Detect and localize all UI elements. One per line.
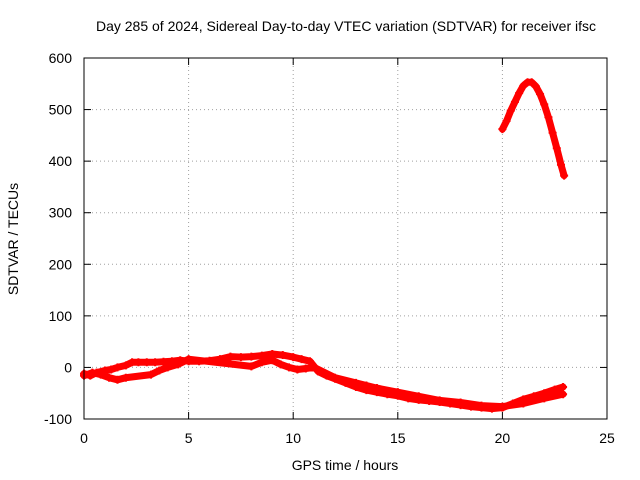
data-point	[456, 398, 465, 407]
data-point	[257, 351, 266, 360]
data-point	[121, 373, 130, 382]
data-point	[142, 358, 151, 367]
data-point	[560, 171, 569, 180]
data-point	[331, 373, 340, 382]
data-point	[510, 97, 519, 106]
x-tick-label: 5	[185, 430, 193, 446]
data-point	[559, 383, 568, 392]
data-point	[88, 368, 97, 377]
data-point	[151, 358, 160, 367]
data-point	[556, 160, 565, 169]
data-point	[301, 364, 310, 373]
data-point	[113, 375, 122, 384]
data-point	[247, 362, 256, 371]
data-point	[372, 384, 381, 393]
data-point	[477, 401, 486, 410]
data-point	[105, 373, 114, 382]
data-point	[540, 100, 549, 109]
data-point	[236, 353, 245, 362]
y-tick-label: 500	[49, 102, 73, 118]
y-tick-label: 400	[49, 153, 73, 169]
y-tick-label: 600	[49, 50, 73, 66]
x-tick-label: 0	[80, 430, 88, 446]
series-trace	[80, 355, 567, 411]
data-point	[435, 396, 444, 405]
y-tick-label: -100	[44, 411, 72, 427]
x-tick-label: 20	[495, 430, 511, 446]
data-point	[113, 363, 122, 372]
data-point	[297, 355, 306, 364]
data-point	[285, 363, 294, 372]
x-tick-label: 15	[390, 430, 406, 446]
data-point	[506, 106, 515, 115]
series-3	[498, 78, 569, 180]
y-tick-label: 100	[49, 308, 73, 324]
data-point	[536, 90, 545, 99]
data-point	[393, 388, 402, 397]
data-point	[276, 360, 285, 369]
y-tick-label: 200	[49, 256, 73, 272]
data-point	[96, 370, 105, 379]
data-point	[559, 390, 568, 399]
data-point	[540, 394, 549, 403]
data-point	[552, 144, 561, 153]
y-tick-label: 0	[64, 359, 72, 375]
data-point	[515, 89, 524, 98]
data-point	[362, 381, 371, 390]
data-point	[544, 113, 553, 122]
data-point	[289, 353, 298, 362]
plot-frame	[83, 57, 608, 420]
data-point	[278, 351, 287, 360]
data-point	[174, 360, 183, 369]
x-tick-label: 25	[599, 430, 615, 446]
series-trace	[498, 78, 568, 180]
data-point	[548, 128, 557, 137]
data-point	[247, 352, 256, 361]
y-tick-label: 300	[49, 205, 73, 221]
data-point	[351, 378, 360, 387]
chart-title: Day 285 of 2024, Sidereal Day-to-day VTE…	[96, 18, 596, 34]
data-point	[498, 402, 507, 411]
data-point	[519, 81, 528, 90]
series-2	[80, 355, 568, 411]
data-point	[184, 355, 193, 364]
data-point	[155, 366, 164, 375]
data-point	[268, 356, 277, 365]
data-point	[498, 125, 507, 134]
data-point	[121, 361, 130, 370]
y-axis-title: SDTVAR / TECUs	[5, 183, 21, 295]
data-point	[502, 116, 511, 125]
data-point	[226, 352, 235, 361]
data-point	[305, 357, 314, 366]
data-point	[550, 385, 559, 394]
x-tick-label: 10	[285, 430, 301, 446]
data-point	[159, 357, 168, 366]
data-point	[519, 399, 528, 408]
data-point	[414, 392, 423, 401]
data-point	[293, 365, 302, 374]
data-point	[257, 358, 266, 367]
axis-ticks: 0 5 10 15 20 25 -100 0 100 200 300 400 500 600	[44, 50, 615, 446]
data-point	[531, 82, 540, 91]
x-axis-title: GPS time / hours	[292, 457, 399, 473]
data-point	[134, 358, 143, 367]
data-point	[107, 365, 116, 374]
data-point	[527, 78, 536, 87]
data-point	[163, 363, 172, 372]
data-series	[80, 78, 569, 413]
data-point	[146, 370, 155, 379]
data-point	[310, 363, 319, 372]
